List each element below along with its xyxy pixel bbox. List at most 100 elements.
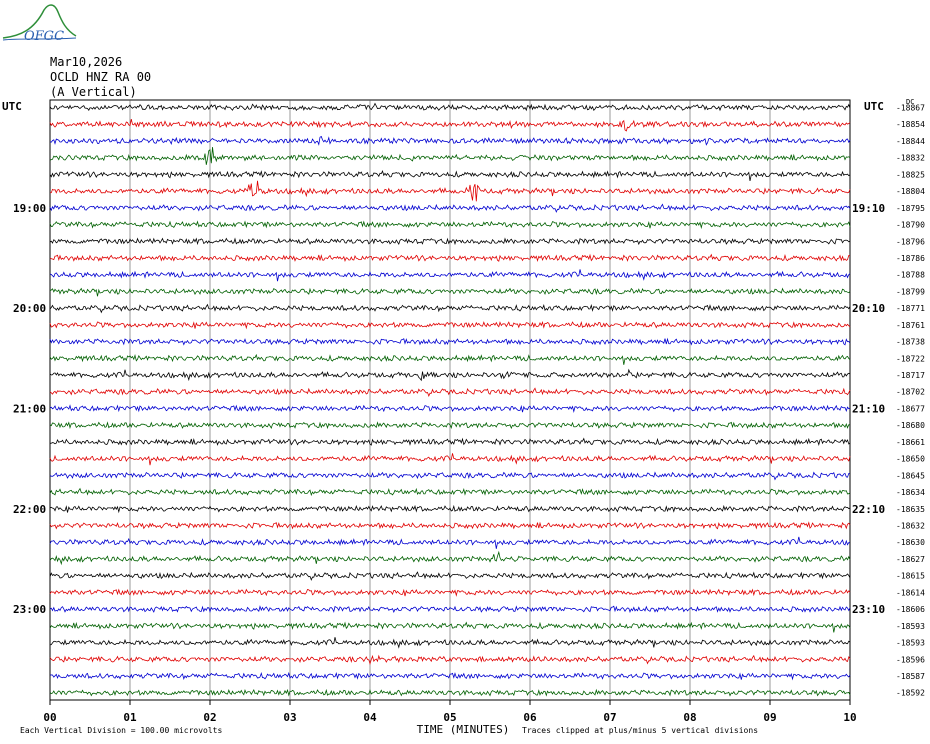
trace-line	[49, 203, 851, 213]
trace-line	[49, 671, 851, 681]
dc-offset-label: -18702	[896, 388, 925, 397]
trace-line	[49, 521, 851, 530]
trace-line	[49, 303, 851, 314]
trace-line	[49, 220, 851, 230]
trace-line	[49, 504, 851, 514]
trace-line	[49, 180, 851, 202]
footer-clip-note: Traces clipped at plus/minus 5 vertical …	[522, 726, 758, 735]
trace-line	[49, 287, 851, 297]
station-label: OCLD HNZ RA 00	[50, 70, 152, 84]
x-axis-title: TIME (MINUTES)	[417, 723, 510, 736]
dc-offset-label: -18854	[896, 120, 925, 129]
dc-offset-label: -18788	[896, 271, 925, 280]
hour-label-right: 19:10	[852, 202, 885, 215]
x-tick-label: 06	[523, 711, 537, 724]
dc-offset-label: -18614	[896, 588, 925, 597]
hour-label-right: 20:10	[852, 302, 885, 315]
dc-offset-label: -18680	[896, 421, 925, 430]
trace-line	[49, 605, 851, 614]
dc-offset-label: -18632	[896, 522, 925, 531]
trace-line	[49, 368, 851, 382]
left-utc-label: UTC	[2, 100, 22, 113]
dc-offset-label: -18804	[896, 187, 925, 196]
x-tick-label: 08	[683, 711, 696, 724]
hour-label-right: 22:10	[852, 503, 885, 516]
trace-line	[49, 320, 851, 330]
dc-offset-label: -18771	[896, 304, 925, 313]
x-tick-label: 07	[603, 711, 616, 724]
dc-offset-label: -18761	[896, 321, 925, 330]
trace-line	[49, 453, 851, 466]
trace-line	[49, 471, 851, 481]
trace-line	[49, 637, 851, 649]
right-utc-label: UTC	[864, 100, 884, 113]
dc-offset-label: -18790	[896, 221, 925, 230]
ofgc-logo-icon: OFGC	[2, 4, 77, 44]
hour-label-right: 21:10	[852, 403, 885, 416]
dc-offset-label: -18650	[896, 455, 925, 464]
trace-line	[49, 169, 851, 181]
trace-line	[49, 588, 851, 597]
label-group: -18867 -18854 -18844 -18832 -18825 -18804 -187…	[2, 98, 925, 736]
dc-offset-label: -18717	[896, 371, 925, 380]
dc-offset-label: -18627	[896, 555, 925, 564]
dc-offset-label: -18587	[896, 672, 925, 681]
dc-offset-label: -18799	[896, 287, 925, 296]
x-tick-label: 05	[443, 711, 456, 724]
trace-line	[49, 536, 851, 549]
trace-line	[49, 571, 851, 581]
dc-offset-label: -18825	[896, 170, 925, 179]
trace-line	[49, 147, 851, 165]
dc-offset-label: -18722	[896, 354, 925, 363]
dc-offset-label: -18645	[896, 471, 925, 480]
dc-offset-label: -18832	[896, 154, 925, 163]
hour-label-left: 21:00	[13, 403, 46, 416]
x-tick-label: 09	[763, 711, 776, 724]
dc-offset-label: -18867	[896, 104, 925, 113]
trace-line	[49, 550, 851, 566]
trace-group	[49, 102, 851, 697]
trace-line	[49, 688, 851, 697]
trace-line	[49, 269, 851, 282]
x-tick-label: 10	[843, 711, 856, 724]
dc-offset-label: -18677	[896, 405, 925, 414]
plot-grid	[49, 99, 851, 705]
x-tick-label: 00	[43, 711, 56, 724]
hour-label-left: 20:00	[13, 302, 46, 315]
trace-line	[49, 253, 851, 263]
component-label: (A Vertical)	[50, 85, 137, 99]
logo-text: OFGC	[24, 29, 64, 44]
trace-line	[49, 654, 851, 666]
trace-line	[49, 353, 851, 365]
dc-offset-label: -18634	[896, 488, 925, 497]
hour-label-left: 23:00	[13, 603, 46, 616]
trace-line	[49, 135, 851, 146]
hour-label-left: 19:00	[13, 202, 46, 215]
trace-line	[49, 102, 851, 112]
trace-line	[49, 387, 851, 397]
trace-line	[49, 487, 851, 497]
x-tick-label: 02	[203, 711, 216, 724]
trace-line	[49, 437, 851, 446]
dc-offset-label: -18593	[896, 622, 925, 631]
trace-line	[49, 237, 851, 246]
trace-line	[49, 337, 851, 346]
dc-corner-label: DC	[906, 98, 914, 106]
dc-offset-label: -18738	[896, 338, 925, 347]
dc-offset-label: -18635	[896, 505, 925, 514]
trace-line	[49, 421, 851, 430]
dc-offset-label: -18630	[896, 538, 925, 547]
date-label: Mar10,2026	[50, 55, 123, 69]
x-tick-label: 03	[283, 711, 296, 724]
dc-offset-label: -18592	[896, 689, 925, 698]
trace-line	[49, 621, 851, 633]
x-tick-label: 01	[123, 711, 137, 724]
dc-offset-label: -18596	[896, 655, 925, 664]
trace-line	[49, 119, 851, 132]
footer-scale-note: Each Vertical Division = 100.00 microvol…	[20, 726, 222, 735]
x-tick-label: 04	[363, 711, 377, 724]
dc-offset-label: -18795	[896, 204, 925, 213]
trace-line	[49, 404, 851, 413]
hour-label-left: 22:00	[13, 503, 46, 516]
